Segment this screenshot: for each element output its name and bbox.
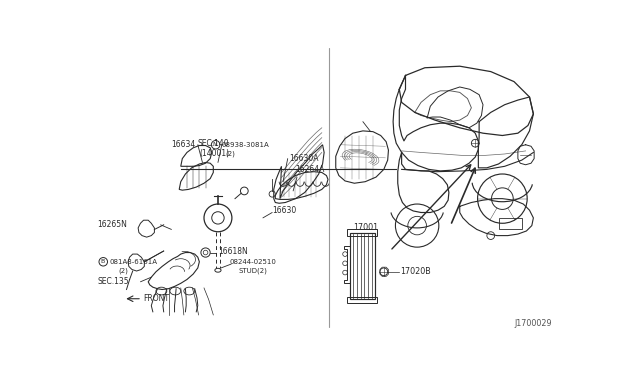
Text: J1700029: J1700029 <box>514 319 552 328</box>
Text: 17020B: 17020B <box>400 267 431 276</box>
Text: 16618N: 16618N <box>218 247 248 256</box>
Text: 16630A: 16630A <box>289 154 319 163</box>
Text: (2): (2) <box>119 268 129 274</box>
Text: 16630: 16630 <box>272 206 296 215</box>
Text: N: N <box>212 142 217 147</box>
Text: 08244-02510: 08244-02510 <box>230 259 276 265</box>
Text: 16264A: 16264A <box>296 165 325 174</box>
Bar <box>499 218 522 229</box>
Text: SEC.140: SEC.140 <box>198 139 229 148</box>
Bar <box>349 233 374 299</box>
Text: 08938-3081A: 08938-3081A <box>222 142 269 148</box>
Text: B: B <box>100 259 104 264</box>
Text: 081A8-6161A: 081A8-6161A <box>109 259 157 265</box>
Text: SEC.135: SEC.135 <box>97 277 129 286</box>
Bar <box>348 230 377 235</box>
Text: (2): (2) <box>226 151 236 157</box>
Text: 16265N: 16265N <box>97 220 127 229</box>
Text: (14001): (14001) <box>199 149 230 158</box>
Text: 17001: 17001 <box>353 224 378 232</box>
Text: STUD(2): STUD(2) <box>239 268 268 274</box>
Bar <box>348 297 377 303</box>
Text: 16634: 16634 <box>172 140 196 149</box>
Text: FRONT: FRONT <box>143 294 170 303</box>
